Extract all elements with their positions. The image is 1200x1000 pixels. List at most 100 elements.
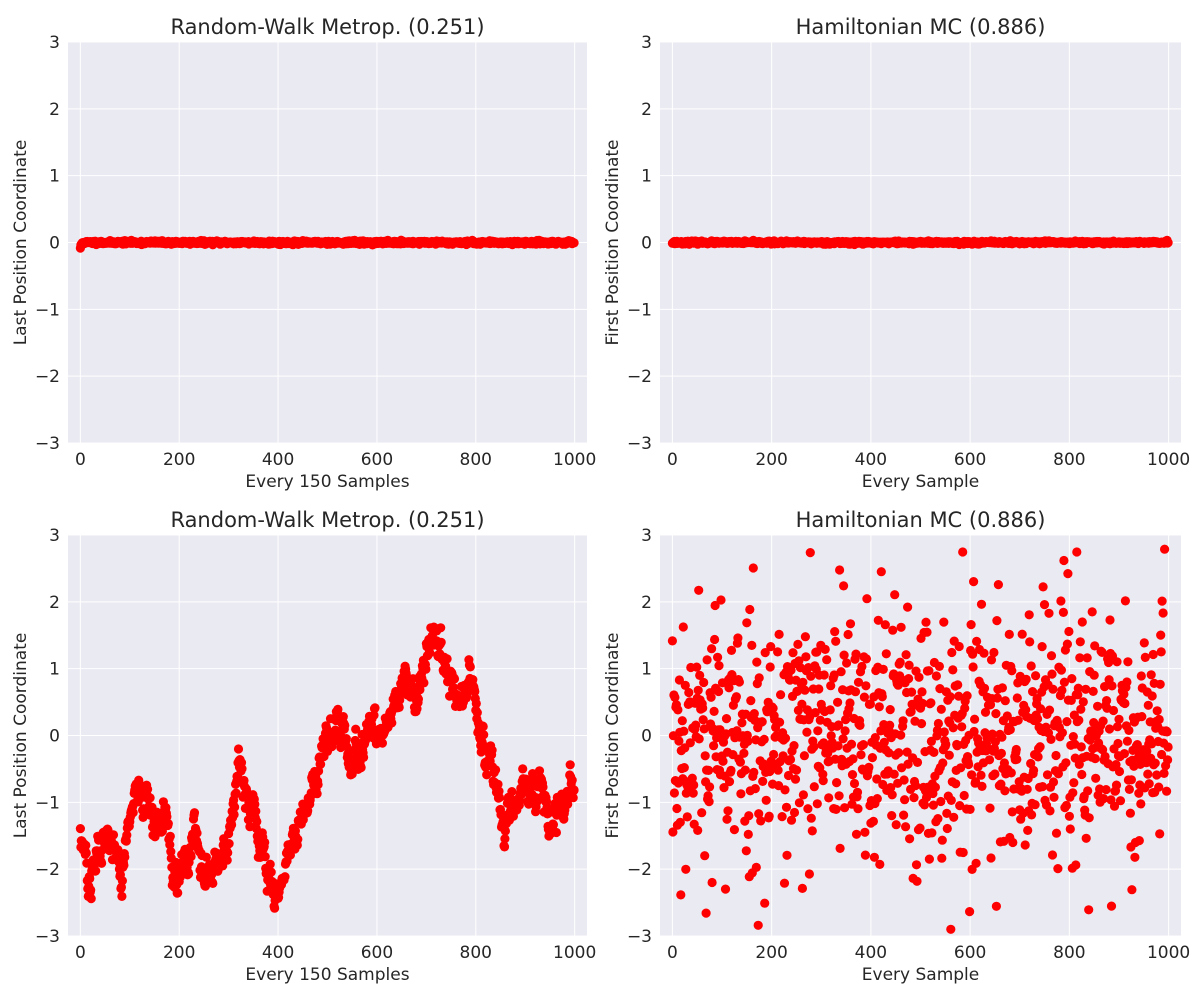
data-point bbox=[1062, 717, 1072, 727]
data-point bbox=[904, 674, 914, 684]
data-point bbox=[990, 737, 1001, 747]
data-point bbox=[830, 627, 840, 637]
data-point bbox=[260, 837, 270, 848]
data-point bbox=[1072, 547, 1082, 557]
data-point bbox=[898, 716, 908, 726]
data-point bbox=[964, 759, 974, 770]
data-point bbox=[805, 548, 815, 558]
data-point bbox=[979, 683, 990, 693]
data-point bbox=[1134, 788, 1144, 798]
data-point bbox=[1044, 608, 1054, 618]
data-point bbox=[1098, 716, 1108, 726]
data-point bbox=[700, 751, 710, 761]
data-point bbox=[885, 720, 895, 730]
data-point bbox=[128, 807, 138, 818]
data-point bbox=[1087, 607, 1097, 617]
data-point bbox=[874, 702, 884, 712]
data-point bbox=[1027, 810, 1037, 820]
data-point bbox=[809, 782, 819, 792]
data-point bbox=[499, 842, 510, 852]
data-point bbox=[569, 785, 579, 795]
data-point bbox=[674, 736, 684, 746]
data-point bbox=[1038, 782, 1048, 792]
data-point bbox=[1125, 808, 1135, 818]
data-point bbox=[777, 812, 787, 822]
data-point bbox=[764, 811, 774, 821]
x-tick-label: 600 bbox=[954, 450, 986, 470]
data-point bbox=[1124, 725, 1134, 736]
data-point bbox=[942, 823, 952, 834]
data-point bbox=[789, 741, 799, 751]
data-point bbox=[1124, 784, 1134, 795]
data-point bbox=[840, 803, 850, 813]
data-point bbox=[201, 852, 211, 862]
data-point bbox=[754, 809, 764, 819]
data-point bbox=[907, 687, 917, 697]
data-point bbox=[695, 670, 705, 681]
data-point bbox=[487, 745, 497, 755]
x-tick-label: 200 bbox=[163, 450, 195, 470]
data-point bbox=[1059, 677, 1069, 687]
data-point bbox=[991, 709, 1001, 719]
data-point bbox=[849, 778, 860, 789]
data-point bbox=[773, 765, 783, 775]
data-point bbox=[1077, 617, 1087, 627]
data-point bbox=[163, 819, 173, 829]
data-point bbox=[1112, 722, 1123, 732]
y-tick-label: 2 bbox=[49, 100, 60, 120]
data-point bbox=[1023, 825, 1033, 836]
y-axis-label: First Position Coordinate bbox=[603, 633, 623, 839]
data-point bbox=[1114, 714, 1124, 724]
data-point bbox=[1123, 657, 1133, 667]
data-point bbox=[122, 830, 132, 840]
data-point bbox=[1030, 800, 1040, 810]
data-point bbox=[569, 238, 579, 248]
x-tick-label: 200 bbox=[755, 943, 787, 963]
data-point bbox=[946, 924, 956, 934]
data-point bbox=[1155, 829, 1165, 839]
data-point bbox=[739, 748, 749, 758]
data-point bbox=[1076, 742, 1086, 752]
data-point bbox=[741, 846, 751, 856]
data-point bbox=[858, 740, 869, 750]
data-point bbox=[881, 649, 891, 659]
data-point bbox=[1020, 840, 1030, 850]
data-point bbox=[794, 798, 805, 808]
data-point bbox=[697, 808, 707, 818]
data-point bbox=[807, 826, 817, 836]
y-tick-label: −3 bbox=[627, 927, 652, 947]
data-point bbox=[746, 696, 756, 706]
data-point bbox=[479, 730, 489, 740]
data-point bbox=[747, 640, 757, 651]
data-point bbox=[81, 848, 91, 858]
data-point bbox=[948, 723, 958, 733]
y-tick-label: 3 bbox=[641, 526, 652, 546]
data-point bbox=[693, 825, 703, 836]
data-point bbox=[370, 703, 380, 713]
data-point bbox=[842, 658, 852, 668]
data-point bbox=[899, 775, 909, 785]
data-point bbox=[1150, 758, 1160, 768]
data-point bbox=[1048, 777, 1059, 787]
data-point bbox=[1137, 712, 1147, 722]
x-tick-label: 1000 bbox=[1147, 450, 1190, 470]
data-point bbox=[449, 674, 460, 684]
data-point bbox=[674, 675, 685, 685]
data-point bbox=[819, 670, 829, 680]
data-point bbox=[1011, 744, 1021, 755]
data-point bbox=[885, 705, 895, 715]
data-point bbox=[832, 778, 842, 788]
data-point bbox=[1048, 684, 1058, 694]
data-point bbox=[775, 717, 785, 727]
data-point bbox=[1101, 785, 1111, 795]
data-point bbox=[870, 733, 880, 743]
data-point bbox=[1061, 800, 1071, 811]
y-tick-label: 3 bbox=[49, 526, 60, 546]
data-point bbox=[720, 884, 731, 894]
data-point bbox=[785, 754, 796, 765]
data-point bbox=[969, 726, 979, 737]
data-point bbox=[75, 824, 85, 834]
data-point bbox=[914, 672, 924, 682]
data-point bbox=[81, 840, 91, 851]
data-point bbox=[984, 755, 995, 765]
